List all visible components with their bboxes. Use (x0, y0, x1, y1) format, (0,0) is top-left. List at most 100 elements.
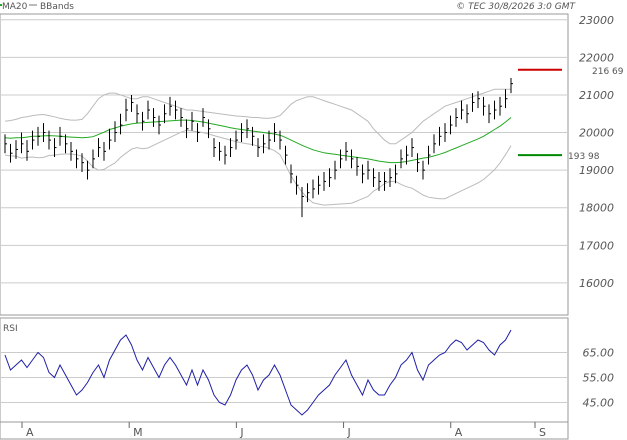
price-y-tick: 17000 (579, 239, 614, 252)
price-bar (241, 123, 244, 142)
price-bar (180, 108, 183, 127)
price-bar (340, 149, 343, 169)
price-bar (87, 160, 90, 180)
price-bar (191, 111, 194, 131)
price-bar (417, 153, 420, 173)
price-bar (505, 89, 508, 109)
price-bar (389, 168, 392, 188)
price-bar (169, 96, 172, 116)
price-bar (494, 100, 497, 120)
x-tick-label: A (455, 426, 463, 439)
price-bar (466, 104, 469, 124)
price-bar (477, 91, 480, 109)
price-bar (296, 175, 299, 195)
price-bar (54, 138, 57, 157)
price-bar (21, 132, 24, 154)
price-bar (483, 96, 486, 116)
price-bar (43, 123, 46, 142)
price-bar (373, 168, 376, 188)
price-bar (422, 160, 425, 180)
price-bar (428, 145, 431, 165)
price-bar (268, 130, 271, 150)
price-bar (356, 156, 359, 176)
price-bar (461, 100, 464, 120)
price-bar (411, 138, 414, 157)
price-bar (230, 138, 233, 157)
price-bar (301, 187, 304, 218)
price-panel-frame (0, 13, 569, 316)
legend-bbands: BBands (29, 2, 74, 12)
price-y-axis: 23000 22000 21000 20000 19000 18000 17000 16000 (579, 14, 614, 290)
price-bar (224, 145, 227, 165)
price-bar (274, 123, 277, 142)
bband-upper-line (4, 88, 511, 145)
price-bar (70, 141, 73, 161)
price-bar (329, 168, 332, 188)
price-bar (488, 104, 491, 124)
price-bar (114, 121, 117, 142)
copyright-text: © TEC 30/8/2026 3:0 GMT (456, 2, 576, 12)
price-bar (37, 126, 40, 146)
price-bar (76, 149, 79, 169)
legend-ma-label: MA20 (2, 2, 28, 12)
price-bar (323, 172, 326, 191)
price-bar (455, 108, 458, 127)
x-tick-label: A (26, 426, 34, 439)
price-bar (136, 104, 139, 124)
ma20-line (4, 117, 512, 164)
price-bar (345, 141, 348, 161)
price-bar (351, 149, 354, 169)
x-tick-label: J (239, 426, 243, 439)
price-bar (197, 123, 200, 142)
price-bar (81, 153, 84, 173)
price-bar (235, 130, 238, 150)
price-bar (499, 96, 502, 116)
price-bar (246, 119, 249, 139)
price-bar (103, 141, 106, 161)
price-bar (362, 164, 365, 184)
price-bar (439, 126, 442, 146)
price-bar (186, 119, 189, 139)
price-bar (109, 128, 112, 150)
price-bar (367, 160, 370, 180)
price-bar (307, 183, 310, 203)
price-bar (252, 126, 255, 146)
rsi-panel-frame (0, 317, 569, 423)
price-bar (400, 149, 403, 169)
x-axis-frame (0, 421, 569, 440)
price-y-tick: 22000 (579, 51, 614, 64)
price-bar (142, 111, 145, 131)
support-label: 193 98 (568, 152, 600, 162)
rsi-series (4, 329, 512, 416)
resistance-label: 216 69 (592, 67, 624, 77)
price-bar (219, 141, 222, 161)
price-bar (213, 138, 216, 157)
price-bar (285, 145, 288, 165)
price-bar (444, 123, 447, 142)
price-bar (257, 138, 260, 157)
price-y-tick: 21000 (579, 89, 614, 102)
price-bar (131, 94, 134, 112)
price-bar (395, 164, 398, 184)
price-bar (98, 138, 101, 157)
price-bars (4, 78, 513, 218)
price-bar (120, 113, 123, 135)
price-bar (65, 134, 68, 154)
price-bar (175, 100, 178, 120)
price-bar (312, 179, 315, 199)
legend-bbands-label: BBands (40, 2, 74, 12)
price-bar (4, 134, 7, 154)
price-bar (59, 126, 62, 146)
x-tick-label: J (347, 426, 351, 439)
price-bar (450, 115, 453, 135)
price-bar (279, 130, 282, 150)
price-y-tick: 20000 (579, 127, 614, 140)
price-bar (153, 108, 156, 127)
legend-ma: MA20 (0, 2, 28, 12)
price-bar (164, 104, 167, 124)
rsi-line (4, 329, 512, 416)
rsi-y-tick: 55.00 (583, 372, 615, 385)
price-bar (290, 164, 293, 184)
rsi-y-axis: 65.00 55.00 45.00 (583, 347, 615, 410)
price-bar (263, 134, 266, 154)
